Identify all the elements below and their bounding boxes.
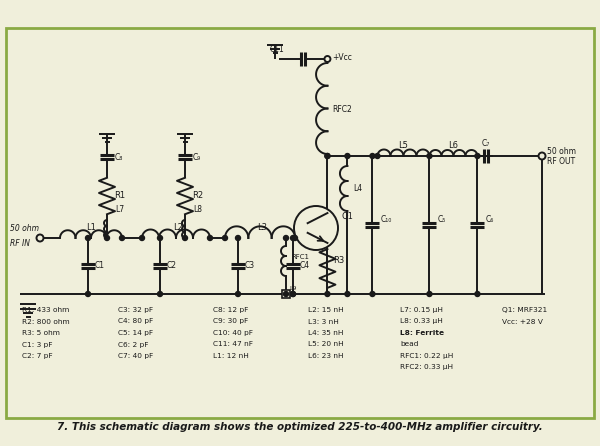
- Circle shape: [293, 235, 298, 240]
- Circle shape: [182, 235, 187, 240]
- Text: L7: 0.15 μH: L7: 0.15 μH: [400, 307, 443, 313]
- Circle shape: [235, 292, 241, 297]
- Circle shape: [86, 235, 91, 240]
- Circle shape: [325, 56, 331, 62]
- Text: L3: 3 nH: L3: 3 nH: [308, 318, 339, 325]
- Circle shape: [290, 235, 296, 240]
- Text: C2: 7 pF: C2: 7 pF: [22, 353, 53, 359]
- Circle shape: [427, 153, 432, 158]
- Text: C8: 12 pF: C8: 12 pF: [213, 307, 248, 313]
- Text: RFC1: RFC1: [291, 254, 309, 260]
- Bar: [6, 28, 594, 418]
- Text: L6: L6: [448, 141, 458, 150]
- Text: 50 ohm: 50 ohm: [10, 224, 39, 233]
- Text: L4: 35 nH: L4: 35 nH: [308, 330, 343, 336]
- Text: R1: R1: [114, 191, 125, 201]
- Text: L8: 0.33 μH: L8: 0.33 μH: [400, 318, 443, 325]
- Text: L4: L4: [353, 184, 362, 193]
- Text: 7. This schematic diagram shows the optimized 225-to-400-MHz amplifier circuitry: 7. This schematic diagram shows the opti…: [57, 422, 543, 432]
- Text: C5: 14 pF: C5: 14 pF: [118, 330, 153, 336]
- Text: L8: Ferrite: L8: Ferrite: [400, 330, 444, 336]
- Circle shape: [223, 235, 227, 240]
- Text: L8: L8: [193, 206, 202, 215]
- Text: L2: 15 nH: L2: 15 nH: [308, 307, 344, 313]
- Text: C4: 80 pF: C4: 80 pF: [118, 318, 153, 325]
- Circle shape: [104, 235, 110, 240]
- Circle shape: [290, 292, 296, 297]
- Circle shape: [284, 292, 289, 297]
- Text: L3: L3: [257, 223, 267, 232]
- Text: RFC2: 0.33 μH: RFC2: 0.33 μH: [400, 364, 453, 371]
- Circle shape: [294, 206, 338, 250]
- Circle shape: [37, 235, 44, 241]
- Circle shape: [427, 292, 432, 297]
- Text: C11: 47 nF: C11: 47 nF: [213, 342, 253, 347]
- Text: R3: R3: [334, 256, 344, 265]
- Text: C₉: C₉: [193, 153, 201, 161]
- Text: C1: C1: [95, 261, 105, 271]
- Circle shape: [284, 235, 289, 240]
- Text: C10: 40 pF: C10: 40 pF: [213, 330, 253, 336]
- Text: C4: C4: [300, 261, 310, 271]
- Circle shape: [86, 292, 91, 297]
- Text: C11: C11: [269, 45, 284, 54]
- Text: R2: R2: [192, 191, 203, 201]
- Circle shape: [208, 235, 212, 240]
- Text: C3: C3: [245, 261, 255, 271]
- Text: C₇: C₇: [481, 140, 490, 149]
- Text: L5: 20 nH: L5: 20 nH: [308, 342, 344, 347]
- Text: bead: bead: [400, 342, 418, 347]
- Circle shape: [119, 235, 125, 240]
- Text: C2: C2: [167, 261, 177, 271]
- Circle shape: [345, 153, 350, 158]
- Circle shape: [325, 153, 330, 158]
- Text: RF OUT: RF OUT: [547, 157, 575, 165]
- Text: C6: 2 pF: C6: 2 pF: [118, 342, 149, 347]
- Text: C₆: C₆: [485, 215, 494, 224]
- Circle shape: [475, 292, 480, 297]
- Text: C9: 30 pF: C9: 30 pF: [213, 318, 248, 325]
- Text: C3: 32 pF: C3: 32 pF: [118, 307, 153, 313]
- Text: 50 ohm: 50 ohm: [547, 146, 576, 156]
- Text: Vcc: +28 V: Vcc: +28 V: [502, 318, 543, 325]
- Text: C₅: C₅: [437, 215, 446, 224]
- Circle shape: [325, 292, 330, 297]
- Circle shape: [235, 235, 241, 240]
- Circle shape: [325, 153, 330, 158]
- Circle shape: [475, 153, 480, 158]
- Text: L6: 23 nH: L6: 23 nH: [308, 353, 343, 359]
- Text: L1: L1: [86, 223, 96, 232]
- Text: C₁₀: C₁₀: [380, 215, 392, 224]
- Text: L5: L5: [398, 141, 409, 150]
- Circle shape: [539, 153, 545, 160]
- Text: +Vcc: +Vcc: [332, 53, 352, 62]
- Circle shape: [157, 235, 163, 240]
- Text: R3: 5 ohm: R3: 5 ohm: [22, 330, 60, 336]
- Text: R1: 433 ohm: R1: 433 ohm: [22, 307, 70, 313]
- Text: L1: 12 nH: L1: 12 nH: [213, 353, 249, 359]
- Text: L9: L9: [289, 286, 296, 291]
- Circle shape: [370, 153, 375, 158]
- Text: RFC2: RFC2: [332, 105, 352, 114]
- Bar: [282, 290, 290, 298]
- Text: R2: 800 ohm: R2: 800 ohm: [22, 318, 70, 325]
- Text: Q1: MRF321: Q1: MRF321: [502, 307, 547, 313]
- Text: C1: 3 pF: C1: 3 pF: [22, 342, 53, 347]
- Circle shape: [139, 235, 145, 240]
- Text: L2: L2: [173, 223, 183, 232]
- Text: RFC1: 0.22 μH: RFC1: 0.22 μH: [400, 353, 453, 359]
- Circle shape: [375, 153, 380, 158]
- Text: Q1: Q1: [342, 211, 354, 220]
- Circle shape: [157, 292, 163, 297]
- Text: C₈: C₈: [115, 153, 124, 161]
- Text: L7: L7: [115, 206, 124, 215]
- Circle shape: [370, 292, 375, 297]
- Text: C7: 40 pF: C7: 40 pF: [118, 353, 153, 359]
- Circle shape: [290, 292, 296, 297]
- Circle shape: [345, 292, 350, 297]
- Text: RF IN: RF IN: [10, 239, 30, 248]
